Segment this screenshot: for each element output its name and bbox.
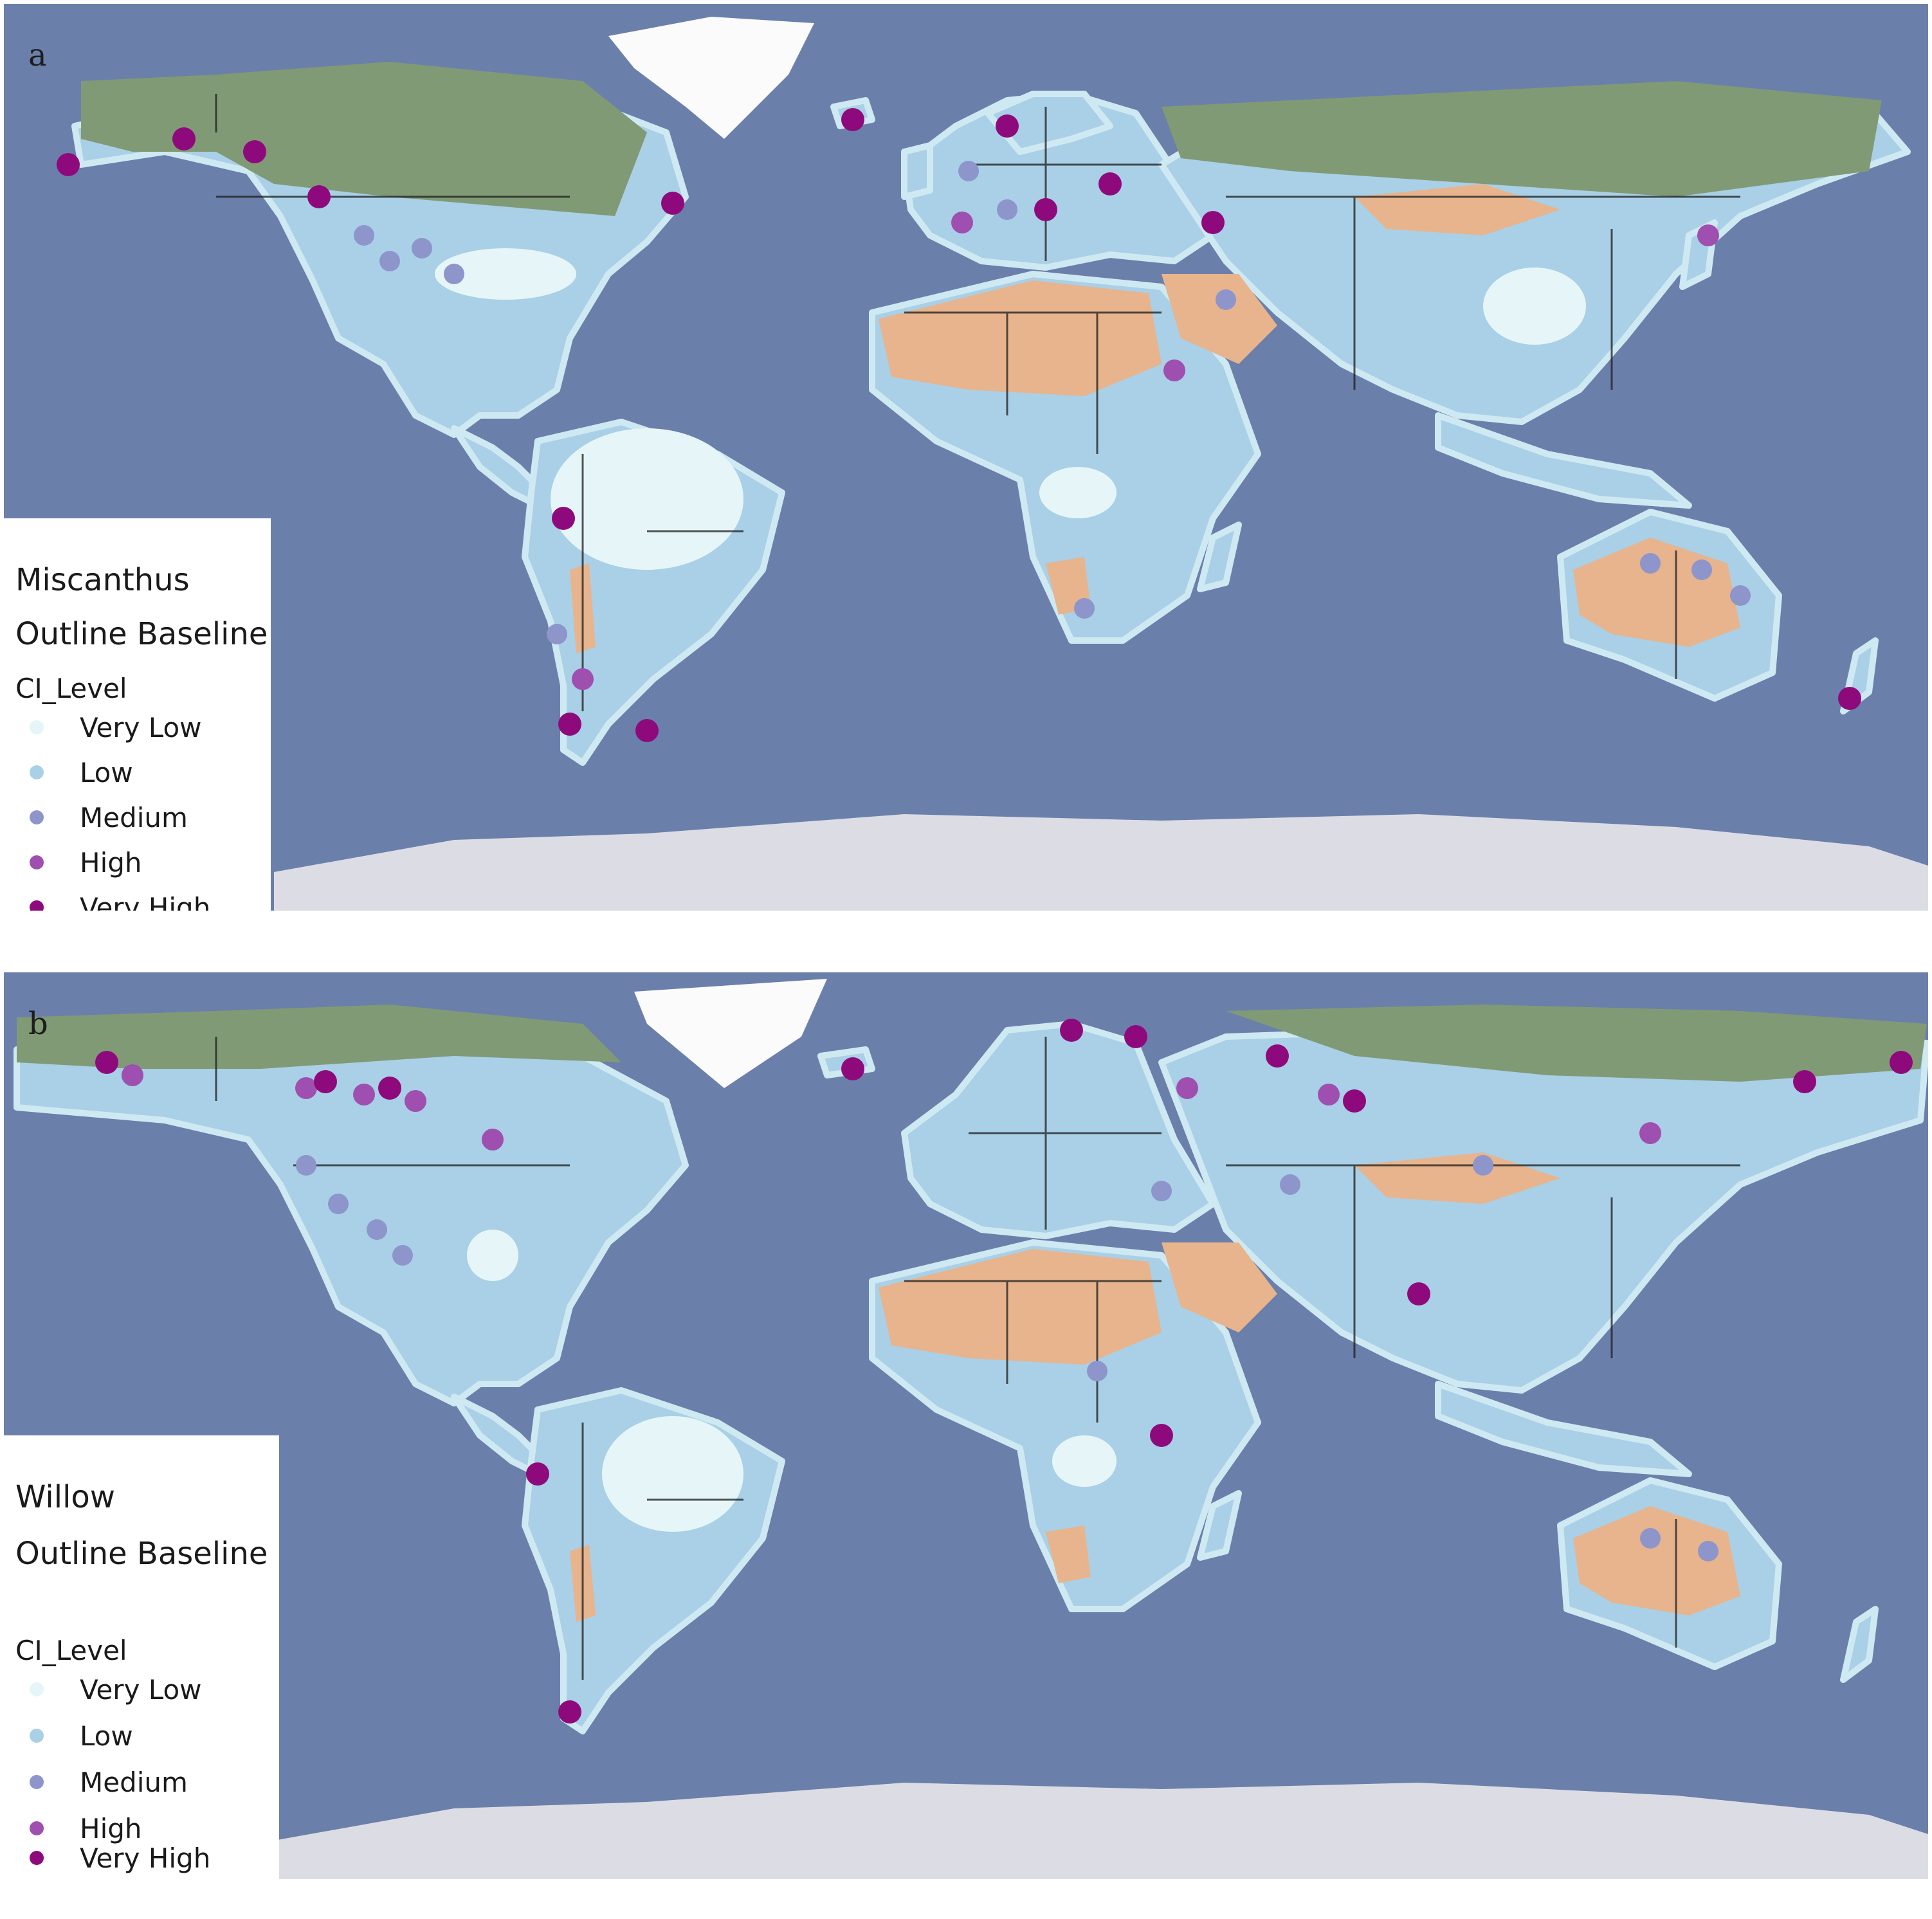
legend-item-low: Low — [30, 756, 133, 788]
greenland — [634, 979, 827, 1088]
legend-item-very-low: Very Low — [30, 1673, 202, 1705]
legend-label: High — [80, 1812, 142, 1844]
greenland — [608, 17, 814, 139]
land-masses — [71, 71, 1911, 766]
legend-label: Medium — [80, 801, 188, 833]
legend-label: Medium — [80, 1766, 188, 1798]
legend-swatch — [30, 810, 44, 824]
legend: Willow Outline Baseline CI_Level Very Lo… — [4, 1435, 279, 1879]
legend-swatch — [30, 900, 44, 911]
legend-label: Low — [80, 1720, 133, 1752]
unsuitable-boreal — [17, 1005, 1927, 1082]
legend-swatch — [30, 720, 44, 734]
legend-swatch — [30, 1775, 44, 1789]
legend-swatch — [30, 1821, 44, 1835]
legend-swatch — [30, 1729, 44, 1743]
legend-swatch — [30, 765, 44, 779]
ci-points-high — [122, 1064, 1661, 1150]
legend-label: Low — [80, 756, 133, 788]
ci-points-high — [572, 212, 1719, 690]
legend-item-medium: Medium — [30, 1766, 188, 1798]
legend-crop-title: Willow — [15, 1479, 116, 1515]
legend-label: High — [80, 846, 142, 878]
legend-item-low: Low — [30, 1720, 133, 1752]
legend: Miscanthus Outline Baseline CI_Level Ver… — [4, 518, 271, 911]
legend-label: Very Low — [80, 711, 202, 743]
panel-letter: a — [28, 37, 47, 73]
legend-swatch — [30, 855, 44, 869]
legend-subtitle: Outline Baseline — [15, 616, 268, 652]
ci-points-medium — [354, 161, 1751, 644]
legend-field-name: CI_Level — [15, 673, 127, 704]
panel-letter: b — [28, 1006, 48, 1042]
antarctica — [274, 814, 1928, 911]
legend-label: Very High — [80, 891, 211, 911]
legend-swatch — [30, 1851, 44, 1865]
legend-item-very-high: Very High — [30, 1842, 210, 1874]
legend-crop-title: Miscanthus — [15, 562, 190, 598]
class-very-low-areas — [435, 248, 1586, 570]
world-map-a — [4, 4, 1928, 911]
antarctica — [274, 1783, 1928, 1879]
map-panel-a: a Miscanthus Outline Baseline CI_Level V… — [4, 4, 1928, 911]
unsuitable-boreal — [81, 62, 1882, 216]
ci-points-medium — [296, 1155, 1718, 1561]
legend-item-medium: Medium — [30, 801, 188, 833]
legend-label: Very High — [80, 1842, 211, 1874]
world-map-b — [4, 972, 1928, 1879]
legend-item-high: High — [30, 1812, 142, 1844]
legend-subtitle: Outline Baseline — [15, 1536, 268, 1572]
country-borders — [215, 94, 1740, 711]
legend-field-name: CI_Level — [15, 1635, 127, 1666]
map-panel-b: b Willow Outline Baseline CI_Level Very … — [4, 972, 1928, 1879]
legend-item-very-high: Very High — [30, 891, 210, 911]
class-very-low-areas — [467, 1230, 1116, 1532]
ci-points-very-high — [57, 108, 1861, 742]
legend-item-very-low: Very Low — [30, 711, 202, 743]
ci-points-very-high — [95, 1019, 1913, 1723]
legend-label: Very Low — [80, 1673, 202, 1705]
legend-swatch — [30, 1682, 44, 1696]
legend-item-high: High — [30, 846, 142, 878]
